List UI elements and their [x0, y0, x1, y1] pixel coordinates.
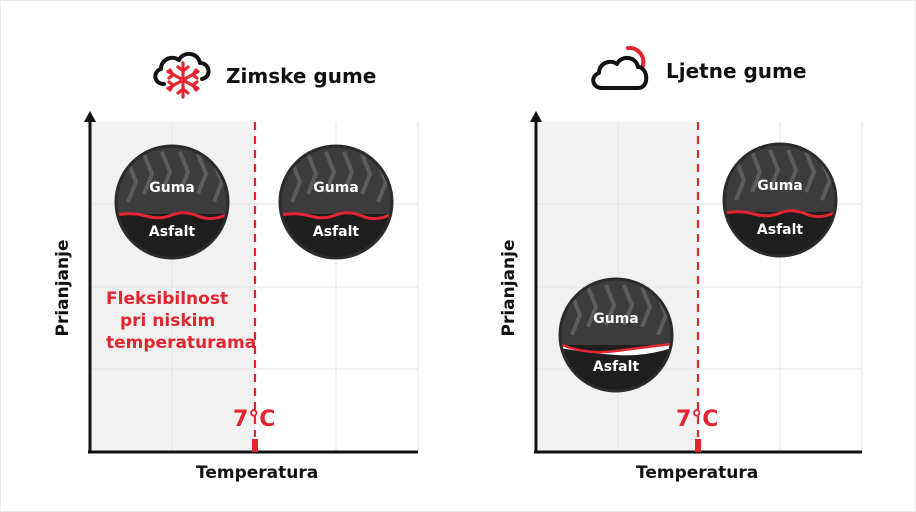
tire-label: Guma	[149, 180, 195, 196]
road-label: Asfalt	[757, 222, 804, 238]
summer-y-label: Prianjanje	[499, 239, 519, 337]
road-label: Asfalt	[593, 359, 640, 375]
winter-chart: Guma Asfalt Guma Asfalt	[84, 111, 419, 454]
tire-label: Guma	[757, 178, 803, 194]
summer-tire-cold: Guma Asfalt	[558, 277, 674, 393]
road-label: Asfalt	[149, 224, 196, 240]
tire-label: Guma	[593, 311, 639, 327]
flexibility-line-1: Fleksibilnost	[106, 289, 229, 309]
winter-tire-2: Guma Asfalt	[278, 144, 394, 260]
summer-temp-label: 7°C	[676, 407, 719, 432]
winter-y-label: Prianjanje	[53, 239, 73, 337]
winter-temp-tick	[252, 439, 258, 452]
summer-tire-warm: Guma Asfalt	[722, 142, 838, 258]
flexibility-line-2: pri niskim	[120, 311, 216, 331]
summer-panel: Ljetne gume	[458, 0, 916, 512]
winter-y-axis-arrow	[84, 111, 96, 122]
winter-title: Zimske gume	[226, 64, 377, 88]
winter-tire-1: Guma Asfalt	[114, 144, 230, 260]
flexibility-note: Fleksibilnost pri niskim temperaturama	[106, 288, 256, 354]
summer-header: Ljetne gume	[588, 44, 806, 98]
road-label: Asfalt	[313, 224, 360, 240]
summer-x-label: Temperatura	[636, 463, 759, 483]
tire-label: Guma	[313, 180, 359, 196]
summer-temp-tick	[695, 439, 701, 452]
winter-panel: Zimske gume	[53, 46, 419, 483]
summer-y-axis-arrow	[530, 111, 542, 122]
cloud-snowflake-icon	[150, 46, 216, 106]
summer-chart: Guma Asfalt Guma Asfalt	[530, 111, 863, 454]
winter-header: Zimske gume	[150, 46, 376, 106]
winter-x-label: Temperatura	[196, 463, 319, 483]
cloud-sun-icon	[588, 44, 656, 98]
flexibility-line-3: temperaturama	[106, 333, 257, 353]
summer-title: Ljetne gume	[666, 59, 807, 83]
winter-temp-label: 7°C	[233, 407, 276, 432]
